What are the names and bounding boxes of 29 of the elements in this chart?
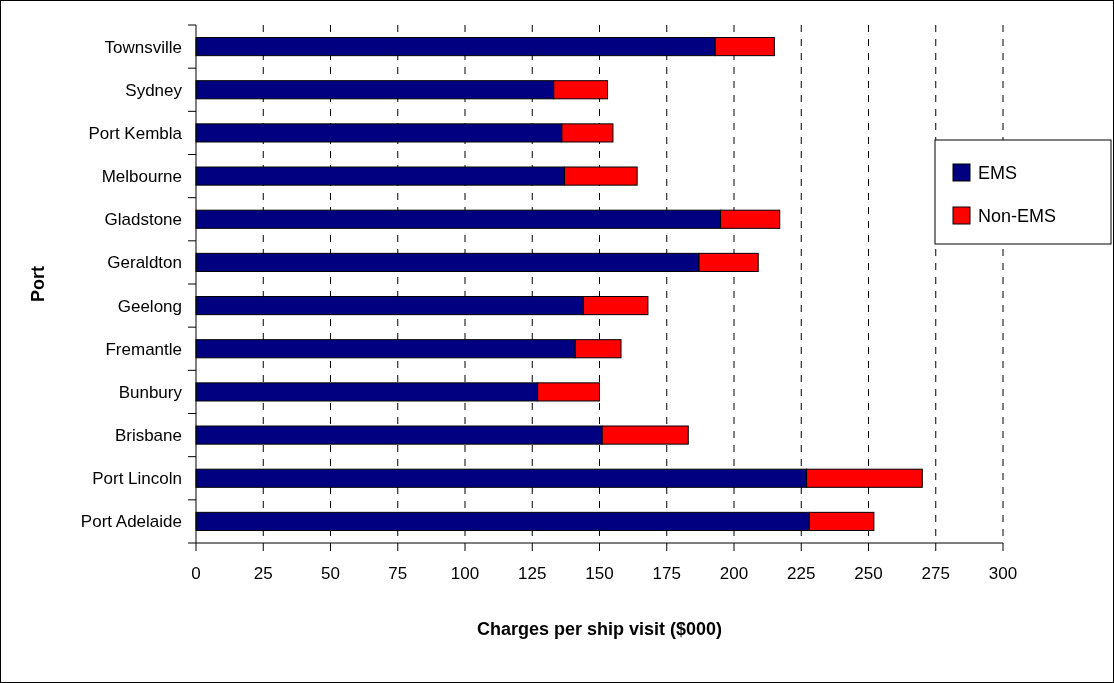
x-tick-label: 50 — [321, 564, 340, 583]
x-tick-label: 25 — [253, 564, 273, 583]
legend-label: Non-EMS — [978, 206, 1057, 227]
x-tick-label: 175 — [652, 564, 681, 583]
y-tick-label: Sydney — [125, 80, 183, 100]
x-tick-label: 250 — [854, 564, 883, 583]
y-tick-label: Port Lincoln — [92, 469, 182, 489]
y-tick-label: Port Adelaide — [80, 512, 182, 532]
y-tick-label: Port Kembla — [88, 123, 183, 143]
legend-label: EMS — [978, 163, 1018, 184]
x-tick-label: 0 — [191, 564, 201, 583]
y-axis-title: Port — [28, 265, 48, 302]
x-tick-label: 225 — [787, 564, 816, 583]
y-tick-label: Melbourne — [101, 167, 182, 187]
x-tick-label: 275 — [921, 564, 950, 583]
y-tick-label: Geraldton — [107, 253, 182, 273]
x-tick-label: 125 — [518, 564, 547, 583]
x-tick-label: 75 — [388, 564, 408, 583]
y-tick-label: Geelong — [117, 296, 182, 316]
x-tick-label: 150 — [585, 564, 614, 583]
y-tick-label: Townsville — [104, 37, 182, 57]
y-tick-label: Bunbury — [118, 382, 183, 402]
x-tick-label: 200 — [719, 564, 749, 583]
x-tick-label: 100 — [450, 564, 480, 583]
y-tick-label: Fremantle — [105, 339, 182, 359]
x-axis-title: Charges per ship visit ($000) — [476, 619, 723, 639]
x-tick-label: 300 — [988, 564, 1018, 583]
y-tick-label: Brisbane — [114, 426, 182, 446]
y-tick-label: Gladstone — [104, 210, 182, 230]
